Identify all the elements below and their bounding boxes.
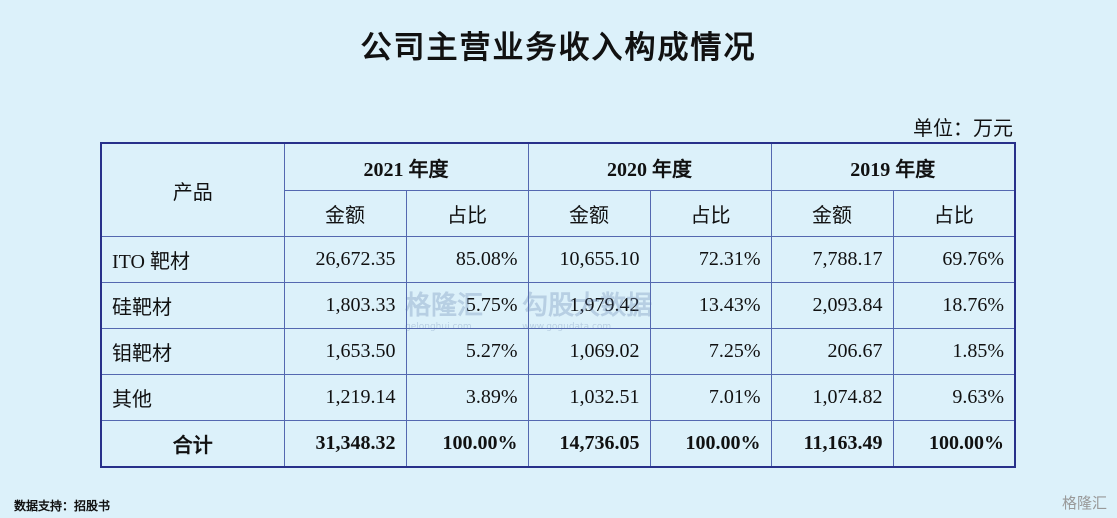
total-value: 14,736.05 bbox=[527, 420, 651, 468]
product-cell: 硅靶材 bbox=[100, 282, 285, 329]
value-cell: 72.31% bbox=[649, 236, 772, 283]
value-cell: 1.85% bbox=[892, 328, 1016, 375]
value-cell: 7.25% bbox=[649, 328, 772, 375]
table-row: 其他 1,219.14 3.89% 1,032.51 7.01% 1,074.82 9.63… bbox=[100, 374, 1016, 421]
value-cell: 1,219.14 bbox=[283, 374, 407, 421]
total-value: 31,348.32 bbox=[283, 420, 407, 468]
table-row: 产品 2021 年度 2020 年度 2019 年度 bbox=[100, 142, 1016, 237]
subheader-cell: 金额 bbox=[770, 190, 894, 237]
product-cell: 其他 bbox=[100, 374, 285, 421]
value-cell: 1,069.02 bbox=[527, 328, 651, 375]
unit: 单位：万元 bbox=[913, 118, 1013, 140]
value-cell: 26,672.35 bbox=[283, 236, 407, 283]
value-cell: 69.76% bbox=[892, 236, 1016, 283]
total-value: 11,163.49 bbox=[770, 420, 894, 468]
value-cell: 1,032.51 bbox=[527, 374, 651, 421]
year-header: 2021 年度 bbox=[283, 142, 529, 191]
product-cell: 钼靶材 bbox=[100, 328, 285, 375]
title: 公司主营业务收入构成情况 bbox=[360, 30, 757, 66]
value-cell: 1,653.50 bbox=[283, 328, 407, 375]
total-label: 合计 bbox=[100, 420, 285, 468]
year-header: 2019 年度 bbox=[770, 142, 1016, 191]
table-row: 金额 占比 金额 占比 金额 占比 bbox=[101, 190, 1016, 237]
subheader-cell: 占比 bbox=[649, 190, 772, 237]
table-row: ITO 靶材 26,672.35 85.08% 10,655.10 72.31% 7,78… bbox=[100, 236, 1016, 283]
subheader-cell: 占比 bbox=[405, 190, 529, 237]
header-cell: 产品 bbox=[100, 142, 285, 237]
total-value: 100.00% bbox=[405, 420, 529, 468]
subheader-cell: 金额 bbox=[283, 190, 407, 237]
value-cell: 85.08% bbox=[405, 236, 529, 283]
table-row: 硅靶材 1,803.33 5.75% 1,979.42 13.43% 2,093.84 18… bbox=[100, 282, 1016, 329]
source: 数据支持：招股书 bbox=[14, 499, 111, 513]
total-value: 100.00% bbox=[892, 420, 1016, 468]
value-cell: 2,093.84 bbox=[770, 282, 894, 329]
value-cell: 5.75% bbox=[405, 282, 529, 329]
value-cell: 3.89% bbox=[405, 374, 529, 421]
value-cell: 1,803.33 bbox=[283, 282, 407, 329]
value-cell: 5.27% bbox=[405, 328, 529, 375]
value-cell: 18.76% bbox=[892, 282, 1016, 329]
subheader-cell: 金额 bbox=[527, 190, 651, 237]
subheader-cell: 占比 bbox=[892, 190, 1016, 237]
total-value: 100.00% bbox=[649, 420, 772, 468]
value-cell: 9.63% bbox=[892, 374, 1016, 421]
value-cell: 1,074.82 bbox=[770, 374, 894, 421]
value-cell: 7,788.17 bbox=[770, 236, 894, 283]
table-row: 钼靶材 1,653.50 5.27% 1,069.02 7.25% 206.67 1.85% bbox=[100, 328, 1016, 375]
year-header: 2020 年度 bbox=[527, 142, 772, 191]
value-cell: 206.67 bbox=[770, 328, 894, 375]
table-row: 合计 31,348.32 100.00% 14,736.05 100.00% 11,163… bbox=[100, 420, 1016, 468]
product-cell: ITO 靶材 bbox=[100, 236, 285, 283]
brand: 格隆汇 bbox=[1061, 494, 1107, 512]
value-cell: 7.01% bbox=[649, 374, 772, 421]
value-cell: 1,979.42 bbox=[527, 282, 651, 329]
value-cell: 13.43% bbox=[649, 282, 772, 329]
table: 产品 2021 年度 2020 年度 2019 年度 金额 占比 金额 占比 金额 占比 ITO 靶… bbox=[100, 142, 1016, 468]
value-cell: 10,655.10 bbox=[527, 236, 651, 283]
